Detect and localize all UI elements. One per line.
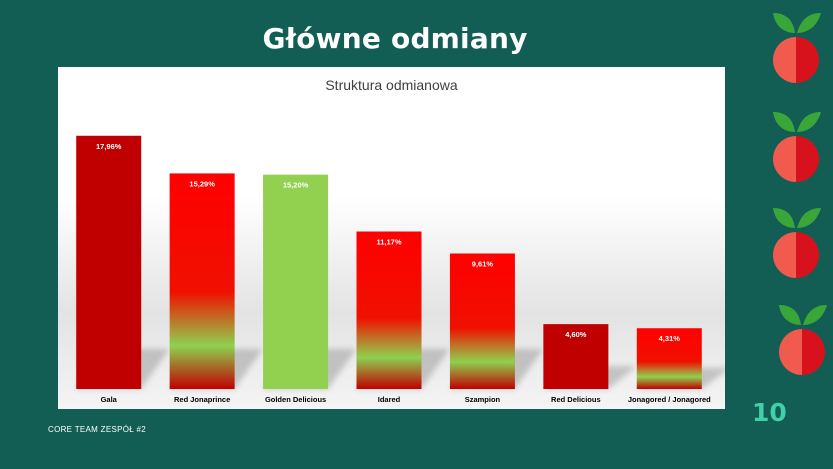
apple-icon — [771, 9, 823, 92]
bar-chart: 17,96%15,29% 15,20%11,17%9,61%4,60% 4,31% … — [76, 135, 725, 404]
footer-text: CORE TEAM ZESPÓŁ #2 — [48, 425, 147, 434]
apple-icon — [771, 108, 823, 191]
data-label: 4,60% — [565, 330, 587, 339]
bar — [169, 173, 235, 389]
x-tick-label: Idared — [378, 395, 401, 404]
bar — [449, 253, 515, 389]
apple-icon — [777, 301, 829, 384]
x-tick-label: Jonagored / Jonagored — [628, 395, 711, 404]
x-tick-label: Golden Delicious — [265, 395, 326, 404]
apple-icon — [771, 204, 823, 287]
chart-panel: 17,96% 15,29% 15,20% 11,17% 9,61% 4,60% 4,31% … — [58, 67, 725, 409]
data-label: 11,17% — [376, 238, 401, 247]
bar — [263, 174, 329, 389]
slide-title: Główne odmiany — [262, 22, 528, 55]
bar — [76, 135, 142, 389]
x-tick-label: Szampion — [465, 395, 501, 404]
data-label: 15,20% — [283, 181, 309, 190]
chart-title: Struktura odmianowa — [325, 77, 458, 93]
data-label: 4,31% — [659, 334, 681, 343]
x-tick-label: Red Jonaprince — [174, 395, 230, 404]
bar — [356, 231, 422, 389]
bar — [543, 324, 609, 389]
x-tick-label: Gala — [101, 395, 118, 404]
data-label: 15,29% — [189, 179, 215, 188]
data-label: 17,96% — [96, 142, 122, 151]
x-tick-label: Red Delicious — [551, 395, 601, 404]
page-number: 10 — [752, 398, 787, 427]
data-label: 9,61% — [472, 259, 494, 268]
bar — [636, 328, 702, 389]
